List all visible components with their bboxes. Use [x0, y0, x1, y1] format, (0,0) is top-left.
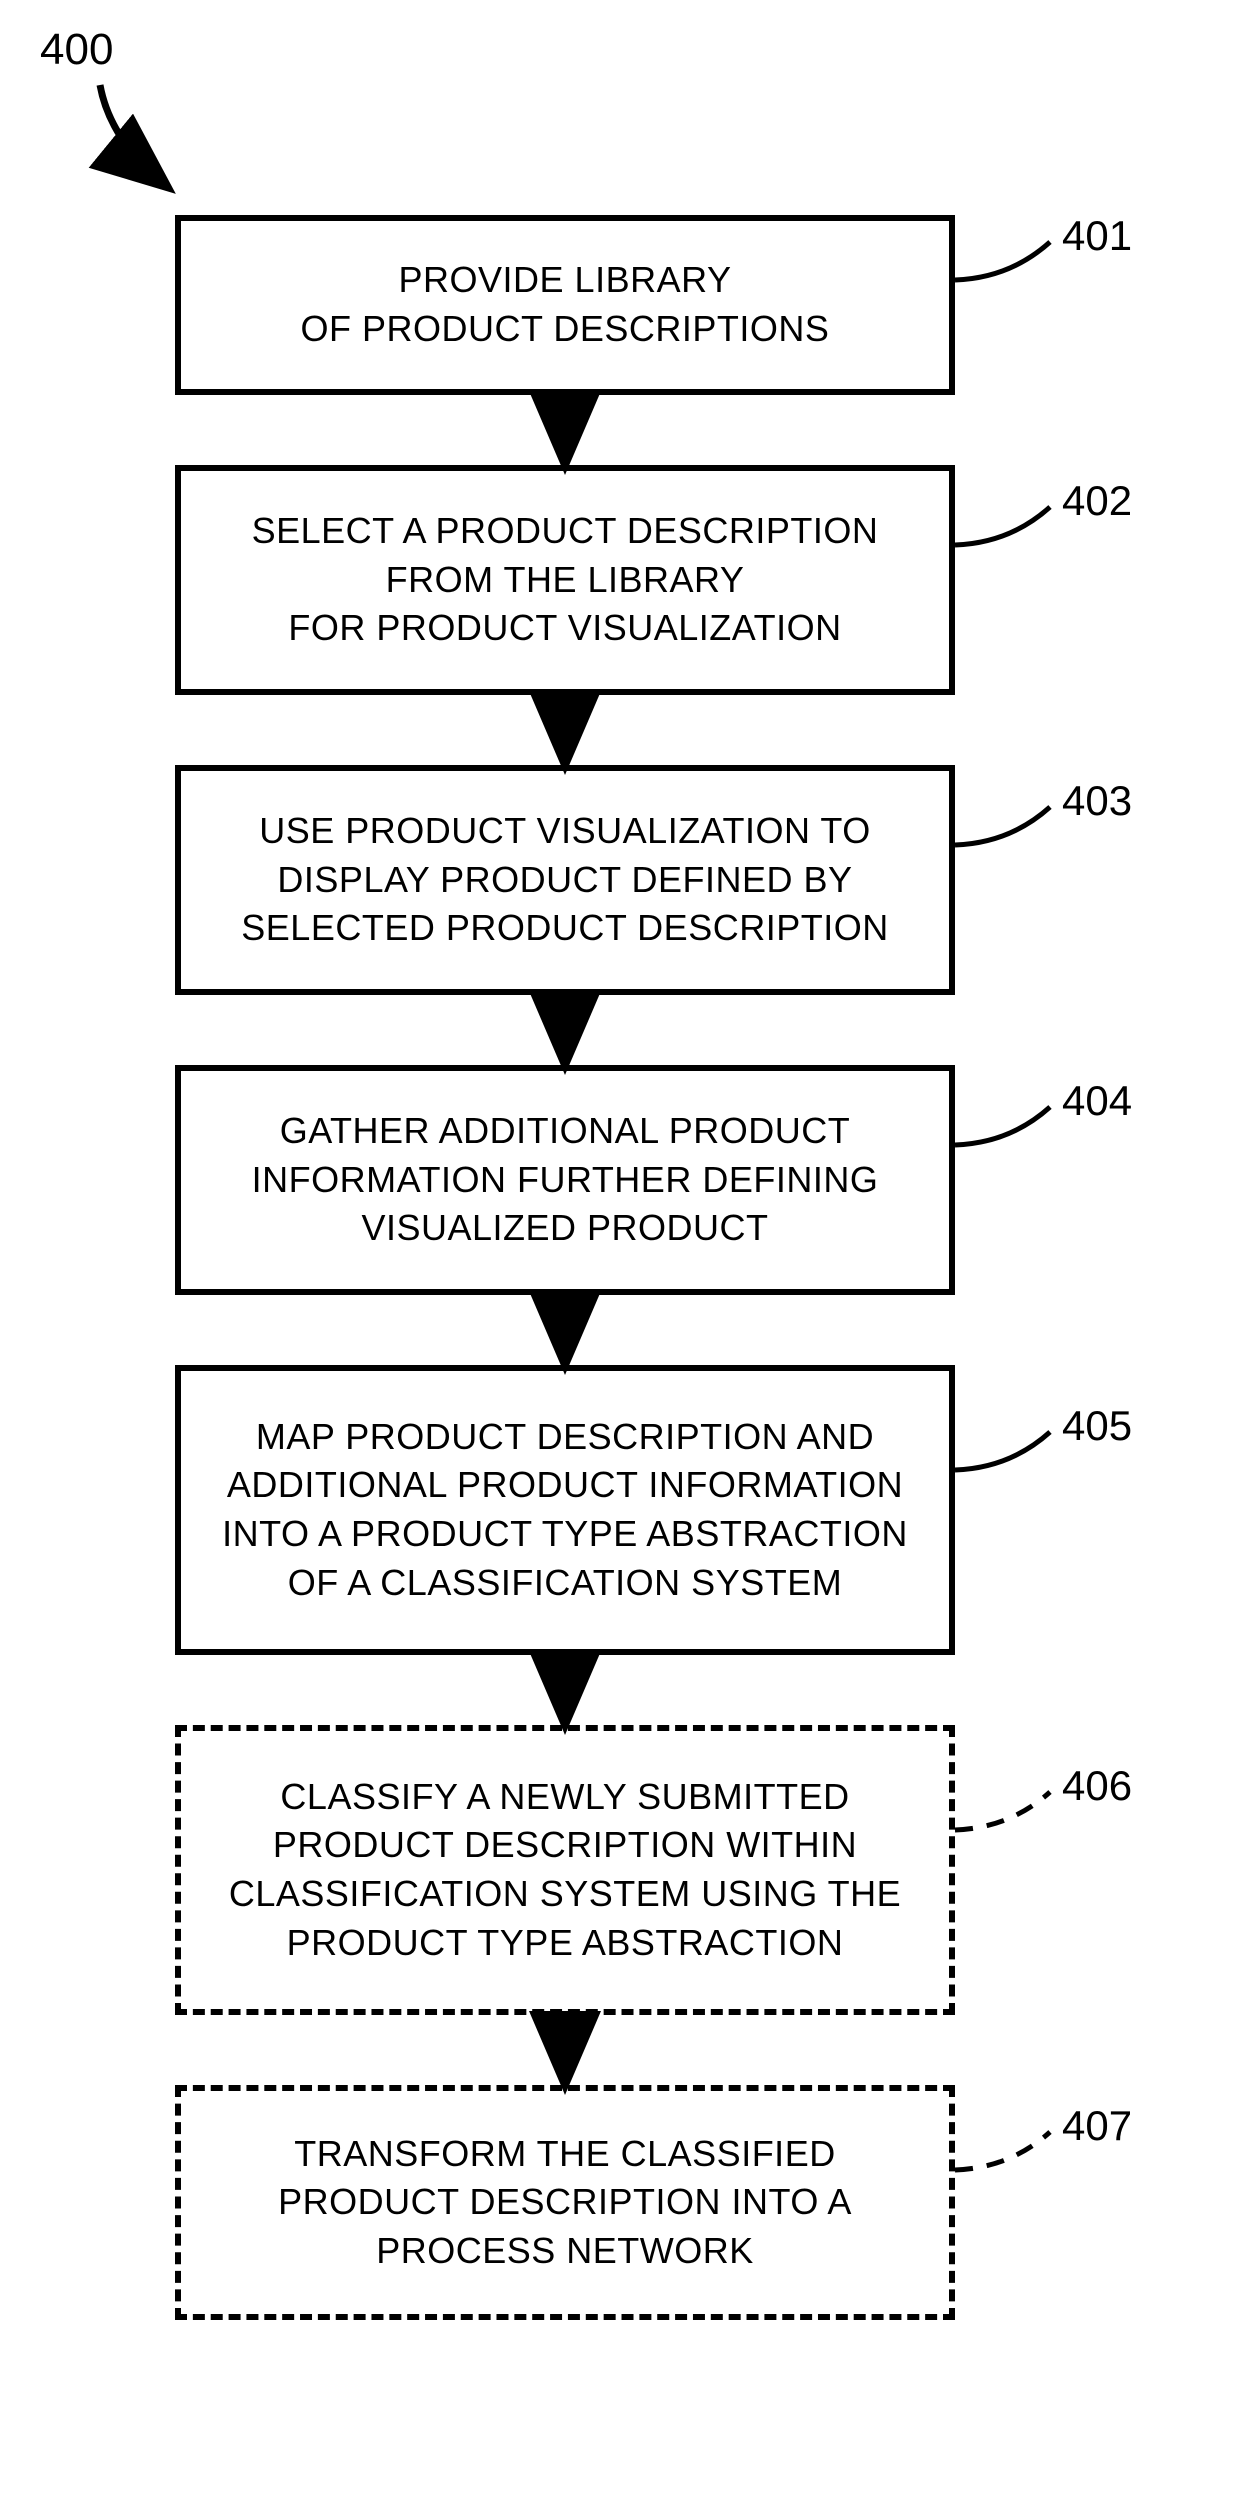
flowchart-canvas: 400 PROVIDE LIBRARYOF PRODUCT DESCRIPTIO… — [0, 0, 1245, 2509]
callout-curve-403 — [955, 807, 1050, 845]
callout-curve-405 — [955, 1432, 1050, 1470]
callout-curve-406 — [955, 1792, 1050, 1830]
callout-label-405: 405 — [1062, 1402, 1132, 1450]
callout-label-401: 401 — [1062, 212, 1132, 260]
callout-label-407: 407 — [1062, 2102, 1132, 2150]
callout-curve-401 — [955, 242, 1050, 280]
overlay-svg — [0, 0, 1245, 2509]
callout-label-406: 406 — [1062, 1762, 1132, 1810]
callout-label-407-text: 407 — [1062, 2102, 1132, 2149]
callout-curve-407 — [955, 2132, 1050, 2170]
callout-label-404-text: 404 — [1062, 1077, 1132, 1124]
callout-label-403: 403 — [1062, 777, 1132, 825]
callout-curve-404 — [955, 1107, 1050, 1145]
callout-label-402-text: 402 — [1062, 477, 1132, 524]
callout-label-405-text: 405 — [1062, 1402, 1132, 1449]
callout-curve-402 — [955, 507, 1050, 545]
callout-label-401-text: 401 — [1062, 212, 1132, 259]
callout-label-404: 404 — [1062, 1077, 1132, 1125]
callout-label-402: 402 — [1062, 477, 1132, 525]
callout-label-406-text: 406 — [1062, 1762, 1132, 1809]
callout-label-403-text: 403 — [1062, 777, 1132, 824]
